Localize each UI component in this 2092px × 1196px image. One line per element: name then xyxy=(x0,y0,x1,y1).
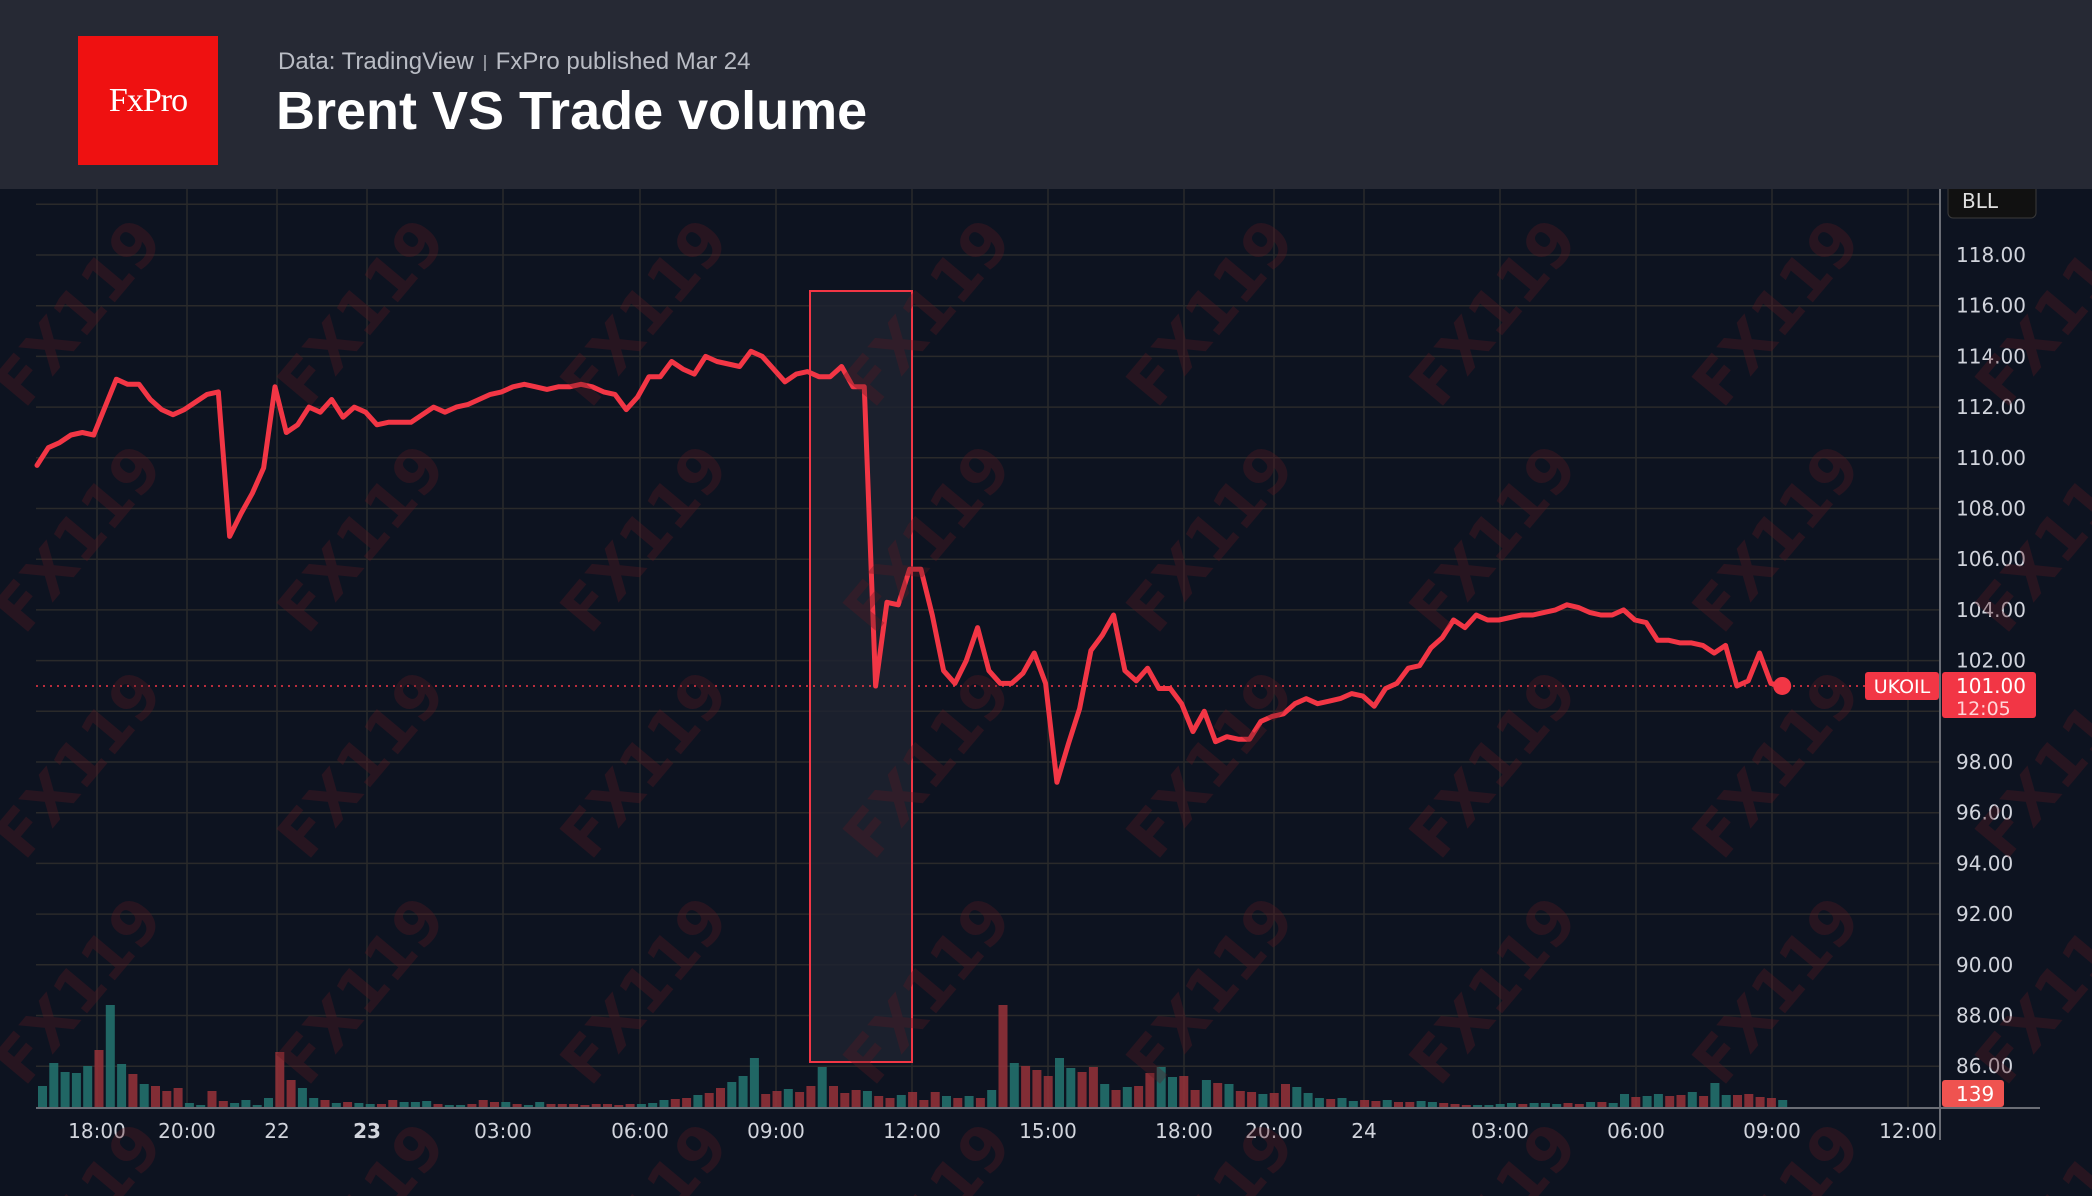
svg-text:20:00: 20:00 xyxy=(158,1119,216,1143)
svg-text:101.00: 101.00 xyxy=(1956,674,2026,698)
data-source: Data: TradingView xyxy=(278,48,474,75)
svg-text:FX119: FX119 xyxy=(1395,205,1592,420)
svg-text:BLL: BLL xyxy=(1962,189,1999,213)
svg-text:09:00: 09:00 xyxy=(1743,1119,1801,1143)
svg-text:116.00: 116.00 xyxy=(1956,294,2026,318)
svg-text:FX119: FX119 xyxy=(0,657,177,872)
svg-text:88.00: 88.00 xyxy=(1956,1004,2013,1028)
svg-text:22: 22 xyxy=(264,1119,289,1143)
svg-text:FX119: FX119 xyxy=(263,205,460,420)
svg-text:FX119: FX119 xyxy=(1961,1109,2092,1196)
header: FxPro Data: TradingView FxPro published M… xyxy=(0,0,2092,189)
price-axis[interactable]: 118.00 116.00 114.00 112.00 110.00 108.00 106.… xyxy=(1939,179,2037,1140)
svg-text:86.00: 86.00 xyxy=(1956,1054,2013,1078)
svg-text:UKOIL: UKOIL xyxy=(1874,676,1931,698)
grid xyxy=(36,189,1940,1108)
svg-text:110.00: 110.00 xyxy=(1956,446,2026,470)
volume-bars xyxy=(38,1005,1788,1108)
svg-text:104.00: 104.00 xyxy=(1956,598,2026,622)
time-axis[interactable]: 18:00 20:00 22 23 03:00 06:00 09:00 12:00 15:00 1… xyxy=(36,1107,2040,1143)
svg-text:FX119: FX119 xyxy=(1678,431,1875,646)
subtitle: Data: TradingView FxPro published Mar 24 xyxy=(278,48,750,76)
svg-text:106.00: 106.00 xyxy=(1956,547,2026,571)
svg-text:FX119: FX119 xyxy=(263,431,460,646)
svg-text:98.00: 98.00 xyxy=(1956,750,2013,774)
svg-text:12:05: 12:05 xyxy=(1956,698,2011,720)
svg-text:118.00: 118.00 xyxy=(1956,243,2026,267)
svg-text:06:00: 06:00 xyxy=(1607,1119,1665,1143)
highlight-box xyxy=(809,290,913,1063)
page-title: Brent VS Trade volume xyxy=(276,81,868,141)
svg-text:12:00: 12:00 xyxy=(1879,1119,1937,1143)
svg-text:03:00: 03:00 xyxy=(1471,1119,1529,1143)
svg-text:FX119: FX119 xyxy=(1112,205,1309,420)
svg-text:108.00: 108.00 xyxy=(1956,497,2026,521)
fxpro-logo: FxPro xyxy=(78,36,218,165)
svg-text:15:00: 15:00 xyxy=(1019,1119,1077,1143)
svg-text:12:00: 12:00 xyxy=(883,1119,941,1143)
svg-text:18:00: 18:00 xyxy=(68,1119,126,1143)
svg-text:92.00: 92.00 xyxy=(1956,902,2013,926)
svg-text:FX119: FX119 xyxy=(0,431,177,646)
volume-label: 139 xyxy=(1942,1080,2004,1107)
svg-text:FX119: FX119 xyxy=(1395,657,1592,872)
svg-text:FX119: FX119 xyxy=(1678,205,1875,420)
svg-text:FX119: FX119 xyxy=(263,657,460,872)
svg-text:FX119: FX119 xyxy=(1395,431,1592,646)
svg-text:03:00: 03:00 xyxy=(474,1119,532,1143)
svg-text:114.00: 114.00 xyxy=(1956,344,2026,368)
svg-text:09:00: 09:00 xyxy=(747,1119,805,1143)
svg-text:112.00: 112.00 xyxy=(1956,395,2026,419)
svg-text:06:00: 06:00 xyxy=(611,1119,669,1143)
svg-text:24: 24 xyxy=(1351,1119,1376,1143)
svg-text:90.00: 90.00 xyxy=(1956,953,2013,977)
price-line xyxy=(34,348,1792,785)
svg-text:18:00: 18:00 xyxy=(1155,1119,1213,1143)
svg-text:139: 139 xyxy=(1956,1082,1994,1106)
publisher: FxPro published Mar 24 xyxy=(495,48,751,75)
svg-text:23: 23 xyxy=(353,1119,381,1143)
svg-text:FX119: FX119 xyxy=(546,431,743,646)
svg-text:FX119: FX119 xyxy=(546,657,743,872)
svg-text:94.00: 94.00 xyxy=(1956,851,2013,875)
svg-text:96.00: 96.00 xyxy=(1956,801,2013,825)
bll-scale-button[interactable]: BLL xyxy=(1947,179,2037,219)
svg-text:FX119: FX119 xyxy=(0,205,177,420)
symbol-label: UKOIL xyxy=(1865,671,1939,700)
separator xyxy=(483,54,486,71)
svg-text:FX119: FX119 xyxy=(1112,657,1309,872)
svg-text:20:00: 20:00 xyxy=(1245,1119,1303,1143)
svg-text:FX119: FX119 xyxy=(1112,431,1309,646)
svg-text:102.00: 102.00 xyxy=(1956,649,2026,673)
logo-text: FxPro xyxy=(108,81,188,119)
